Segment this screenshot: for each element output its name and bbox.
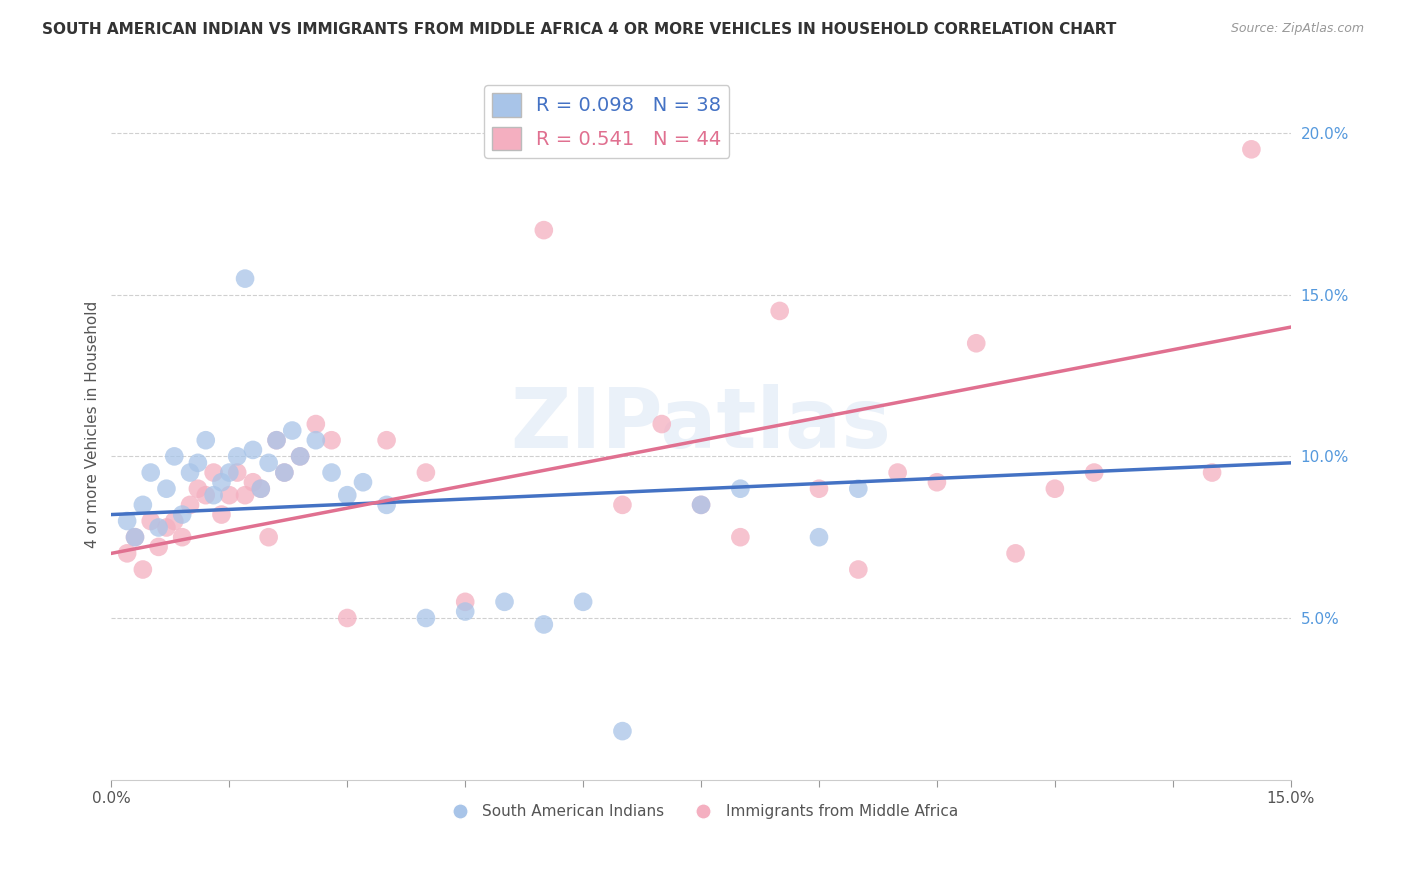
Point bbox=[148, 520, 170, 534]
Point bbox=[454, 605, 477, 619]
Point bbox=[124, 530, 146, 544]
Point bbox=[375, 434, 398, 448]
Point bbox=[115, 514, 138, 528]
Point bbox=[124, 530, 146, 544]
Point bbox=[139, 514, 162, 528]
Point bbox=[321, 466, 343, 480]
Point bbox=[266, 434, 288, 448]
Point bbox=[249, 482, 271, 496]
Point bbox=[163, 514, 186, 528]
Point bbox=[808, 530, 831, 544]
Point bbox=[415, 611, 437, 625]
Point bbox=[139, 466, 162, 480]
Point bbox=[179, 498, 201, 512]
Point bbox=[202, 488, 225, 502]
Point bbox=[321, 434, 343, 448]
Point bbox=[148, 540, 170, 554]
Point bbox=[266, 434, 288, 448]
Text: SOUTH AMERICAN INDIAN VS IMMIGRANTS FROM MIDDLE AFRICA 4 OR MORE VEHICLES IN HOU: SOUTH AMERICAN INDIAN VS IMMIGRANTS FROM… bbox=[42, 22, 1116, 37]
Point bbox=[690, 498, 713, 512]
Point bbox=[494, 595, 516, 609]
Point bbox=[226, 466, 249, 480]
Point bbox=[155, 482, 177, 496]
Point bbox=[273, 466, 295, 480]
Point bbox=[925, 475, 948, 490]
Point bbox=[352, 475, 374, 490]
Point bbox=[572, 595, 595, 609]
Text: ZIPatlas: ZIPatlas bbox=[510, 384, 891, 465]
Text: Source: ZipAtlas.com: Source: ZipAtlas.com bbox=[1230, 22, 1364, 36]
Point bbox=[233, 271, 256, 285]
Point bbox=[242, 442, 264, 457]
Legend: South American Indians, Immigrants from Middle Africa: South American Indians, Immigrants from … bbox=[439, 798, 965, 825]
Point bbox=[202, 466, 225, 480]
Point bbox=[1240, 142, 1263, 156]
Point bbox=[305, 417, 328, 431]
Point bbox=[155, 520, 177, 534]
Point bbox=[454, 595, 477, 609]
Point bbox=[187, 456, 209, 470]
Point bbox=[249, 482, 271, 496]
Point bbox=[651, 417, 673, 431]
Point bbox=[218, 488, 240, 502]
Point bbox=[179, 466, 201, 480]
Point bbox=[965, 336, 987, 351]
Point bbox=[375, 498, 398, 512]
Point bbox=[211, 508, 233, 522]
Point bbox=[257, 456, 280, 470]
Point bbox=[1043, 482, 1066, 496]
Point bbox=[288, 450, 311, 464]
Point bbox=[288, 450, 311, 464]
Point bbox=[808, 482, 831, 496]
Point bbox=[115, 546, 138, 560]
Point bbox=[194, 488, 217, 502]
Point bbox=[1004, 546, 1026, 560]
Point bbox=[194, 434, 217, 448]
Point bbox=[257, 530, 280, 544]
Point bbox=[172, 530, 194, 544]
Point bbox=[336, 488, 359, 502]
Point bbox=[769, 304, 792, 318]
Point bbox=[305, 434, 328, 448]
Point bbox=[1201, 466, 1223, 480]
Point bbox=[132, 498, 155, 512]
Point bbox=[281, 424, 304, 438]
Point bbox=[132, 562, 155, 576]
Point bbox=[218, 466, 240, 480]
Point bbox=[612, 724, 634, 739]
Point bbox=[242, 475, 264, 490]
Point bbox=[690, 498, 713, 512]
Point bbox=[336, 611, 359, 625]
Point bbox=[730, 482, 752, 496]
Point bbox=[415, 466, 437, 480]
Point bbox=[273, 466, 295, 480]
Point bbox=[612, 498, 634, 512]
Point bbox=[226, 450, 249, 464]
Point bbox=[730, 530, 752, 544]
Point bbox=[533, 223, 555, 237]
Point bbox=[233, 488, 256, 502]
Point bbox=[533, 617, 555, 632]
Point bbox=[1083, 466, 1105, 480]
Point bbox=[846, 482, 869, 496]
Point bbox=[886, 466, 908, 480]
Point bbox=[163, 450, 186, 464]
Y-axis label: 4 or more Vehicles in Household: 4 or more Vehicles in Household bbox=[86, 301, 100, 548]
Point bbox=[187, 482, 209, 496]
Point bbox=[846, 562, 869, 576]
Point bbox=[211, 475, 233, 490]
Point bbox=[172, 508, 194, 522]
